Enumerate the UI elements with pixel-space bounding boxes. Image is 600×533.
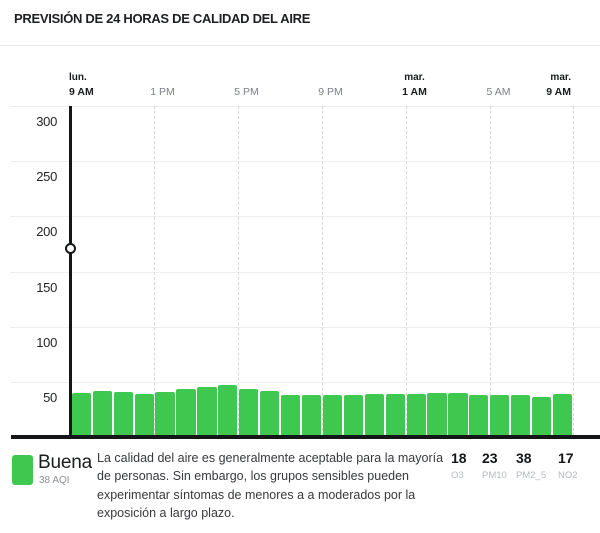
time-day-label: mar. xyxy=(404,72,425,83)
gridline-v xyxy=(238,106,239,436)
gridline-v xyxy=(573,106,575,436)
gridline-h xyxy=(10,326,600,328)
pollutant-pm2_5: 38 PM2_5 xyxy=(516,450,546,481)
y-axis-tick-label: 100 xyxy=(36,334,57,350)
gridline-h xyxy=(10,216,600,218)
category-color-swatch xyxy=(12,455,33,485)
y-axis-tick-label: 50 xyxy=(43,389,57,405)
aqi-bar xyxy=(364,394,384,436)
pollutant-label: NO2 xyxy=(558,470,578,481)
time-label-group: 9 PM xyxy=(299,71,363,101)
pollutant-value: 17 xyxy=(558,450,574,466)
aqi-bar xyxy=(448,392,468,436)
pollutant-o3: 18 O3 xyxy=(451,450,467,481)
time-hour-label: 1 PM xyxy=(150,86,175,98)
time-day-label xyxy=(131,71,195,84)
time-label-group: mar. 9 AM xyxy=(507,71,571,101)
gridline-v xyxy=(406,106,407,436)
pollutant-value: 38 xyxy=(516,450,532,466)
aqi-bar xyxy=(176,388,196,436)
pollutant-label: PM10 xyxy=(482,470,507,481)
time-hour-label: 1 AM xyxy=(402,86,427,98)
aqi-bar xyxy=(239,388,259,436)
title-divider xyxy=(0,45,600,46)
panel-title: PREVISIÓN DE 24 HORAS DE CALIDAD DEL AIR… xyxy=(14,11,311,26)
aqi-bar xyxy=(71,392,91,436)
time-scrubber-handle[interactable] xyxy=(64,242,76,254)
aqi-bar xyxy=(92,390,112,436)
aqi-bar xyxy=(197,387,217,436)
aqi-bar xyxy=(343,395,363,436)
current-time-line xyxy=(69,106,72,436)
aqi-bar xyxy=(552,394,573,436)
aqi-bar xyxy=(511,395,531,436)
time-day-label: lun. xyxy=(69,72,87,83)
pollutant-value: 23 xyxy=(482,450,498,466)
aqi-bar xyxy=(113,391,133,436)
aqi-bar xyxy=(322,395,343,436)
aqi-bar xyxy=(469,395,489,436)
y-axis-tick-label: 300 xyxy=(36,114,57,130)
time-day-label: mar. xyxy=(550,72,571,83)
time-label-group: mar. 1 AM xyxy=(383,71,447,101)
time-label-group: 5 PM xyxy=(215,71,279,101)
pollutant-value: 18 xyxy=(451,450,467,466)
gridline-h xyxy=(10,161,600,163)
aqi-bar xyxy=(260,390,280,436)
aqi-bar xyxy=(406,394,426,436)
gridline-v xyxy=(490,106,491,436)
gridline-h xyxy=(10,106,600,108)
aqi-bar xyxy=(281,395,301,436)
y-axis-tick-label: 150 xyxy=(36,279,57,295)
x-axis-baseline xyxy=(11,435,600,439)
gridline-v xyxy=(322,106,323,436)
time-label-group: 5 AM xyxy=(467,71,531,101)
aqi-bar xyxy=(385,394,405,436)
gridline-v xyxy=(154,106,155,436)
time-hour-label: 9 AM xyxy=(69,86,94,98)
time-day-label xyxy=(215,71,279,84)
aqi-bar xyxy=(427,392,447,436)
gridline-h xyxy=(10,381,600,383)
y-axis-tick-label: 200 xyxy=(36,224,57,240)
aqi-bar xyxy=(155,391,175,436)
category-label: Buena xyxy=(38,452,92,473)
y-axis-tick-label: 250 xyxy=(36,169,57,185)
current-aqi-value: 38 AQI xyxy=(39,475,70,486)
pollutant-no2: 17 NO2 xyxy=(558,450,578,481)
pollutant-label: O3 xyxy=(451,470,464,481)
time-label-group: 1 PM xyxy=(131,71,195,101)
time-hour-label: 9 AM xyxy=(546,86,571,98)
pollutant-label: PM2_5 xyxy=(516,470,547,481)
aqi-bar xyxy=(490,395,510,436)
time-hour-label: 9 PM xyxy=(318,86,343,98)
time-label-group: lun. 9 AM xyxy=(69,71,133,101)
time-hour-label: 5 AM xyxy=(486,86,511,98)
aqi-bar xyxy=(134,394,154,436)
gridline-h xyxy=(10,271,600,273)
time-hour-label: 5 PM xyxy=(234,86,259,98)
category-description: La calidad del aire es generalmente acep… xyxy=(97,451,444,520)
pollutant-pm10: 23 PM10 xyxy=(482,450,507,481)
aqi-bar xyxy=(301,395,322,436)
aqi-bar xyxy=(218,385,238,436)
aqi-bar xyxy=(532,397,552,436)
time-day-label xyxy=(299,71,363,84)
